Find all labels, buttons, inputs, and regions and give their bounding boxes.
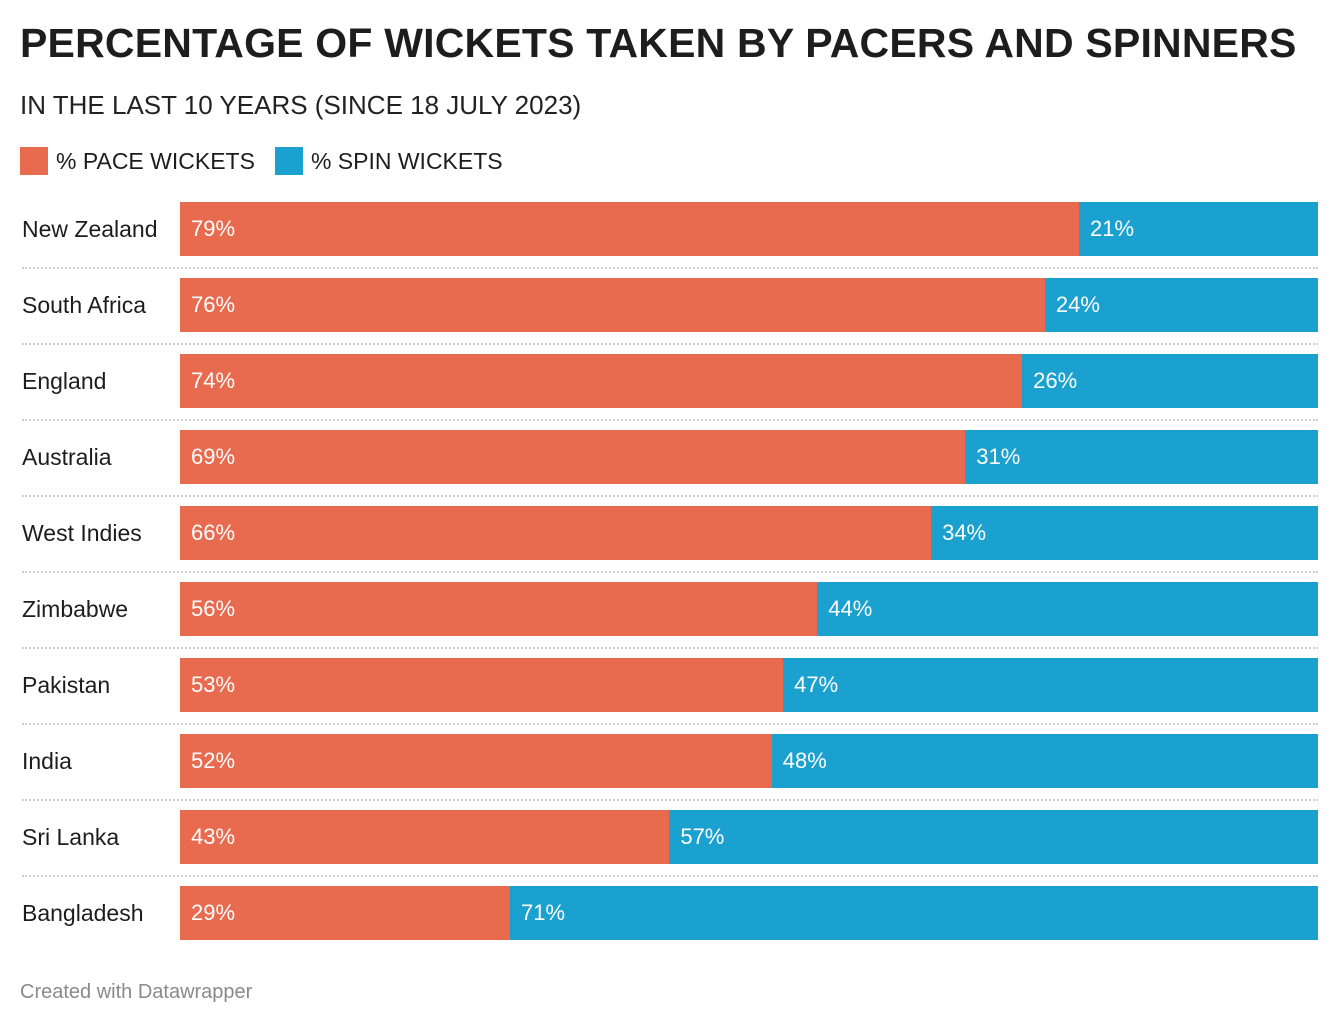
- bar-spin: [783, 658, 1318, 712]
- data-label-spin: 21%: [1090, 216, 1135, 241]
- bar-spin: [1022, 354, 1318, 408]
- legend-swatch-spin: [274, 147, 303, 175]
- legend-label-pace: % PACE WICKETS: [56, 147, 255, 174]
- chart-title: PERCENTAGE OF WICKETS TAKEN BY PACERS AN…: [20, 20, 1297, 66]
- bar-spin: [1044, 278, 1318, 332]
- category-label: West Indies: [22, 520, 142, 546]
- data-label-spin: 71%: [521, 900, 566, 925]
- bar-spin: [771, 734, 1318, 788]
- bar-pace: [180, 658, 784, 712]
- row-divider: [22, 875, 1318, 877]
- bar-spin: [669, 810, 1318, 864]
- row-divider: [22, 799, 1318, 801]
- category-label: India: [22, 748, 72, 774]
- data-label-spin: 34%: [942, 520, 987, 545]
- bar-pace: [180, 886, 511, 940]
- bar-spin: [817, 582, 1318, 636]
- data-label-pace: 76%: [191, 292, 236, 317]
- category-label: Zimbabwe: [22, 596, 129, 622]
- chart-subtitle: IN THE LAST 10 YEARS (SINCE 18 JULY 2023…: [20, 90, 582, 120]
- row-divider: [22, 267, 1318, 269]
- data-label-pace: 66%: [191, 520, 236, 545]
- data-label-pace: 43%: [191, 824, 236, 849]
- legend-item-pace: % PACE WICKETS: [20, 147, 255, 175]
- bar-pace: [180, 810, 670, 864]
- data-label-pace: 53%: [191, 672, 236, 697]
- data-label-spin: 31%: [976, 444, 1021, 469]
- legend-swatch-pace: [20, 147, 48, 175]
- row-divider: [22, 723, 1318, 725]
- category-label: Sri Lanka: [22, 824, 120, 850]
- category-label: South Africa: [22, 292, 147, 318]
- legend: % PACE WICKETS % SPIN WICKETS: [20, 147, 523, 175]
- data-label-spin: 47%: [794, 672, 839, 697]
- bar-spin: [965, 430, 1318, 484]
- row-divider: [22, 419, 1318, 421]
- category-label: Australia: [22, 444, 112, 470]
- bar-pace: [180, 734, 772, 788]
- footer-credit: Created with Datawrapper: [20, 981, 253, 1003]
- data-label-spin: 57%: [680, 824, 725, 849]
- bar-pace: [180, 278, 1045, 332]
- data-label-pace: 69%: [191, 444, 236, 469]
- data-label-pace: 29%: [191, 900, 236, 925]
- bar-pace: [180, 354, 1023, 408]
- data-label-spin: 48%: [782, 748, 827, 773]
- data-label-pace: 74%: [191, 368, 236, 393]
- bar-spin: [1079, 202, 1318, 256]
- legend-label-spin: % SPIN WICKETS: [310, 147, 503, 174]
- row-divider: [22, 343, 1318, 345]
- row-divider: [22, 647, 1318, 649]
- category-label: Pakistan: [22, 672, 111, 698]
- data-label-pace: 52%: [191, 748, 236, 773]
- row-divider: [22, 495, 1318, 497]
- bar-pace: [180, 582, 818, 636]
- bar-pace: [180, 506, 932, 560]
- row-divider: [22, 571, 1318, 573]
- category-label: England: [22, 368, 107, 394]
- data-label-pace: 79%: [191, 216, 236, 241]
- category-label: New Zealand: [22, 216, 158, 242]
- bar-pace: [180, 202, 1080, 256]
- data-label-spin: 24%: [1055, 292, 1100, 317]
- data-label-spin: 26%: [1033, 368, 1078, 393]
- legend-item-spin: % SPIN WICKETS: [274, 147, 503, 175]
- data-label-pace: 56%: [191, 596, 236, 621]
- data-label-spin: 44%: [828, 596, 873, 621]
- bar-pace: [180, 430, 966, 484]
- category-label: Bangladesh: [22, 900, 144, 926]
- bar-spin: [510, 886, 1318, 940]
- bar-spin: [931, 506, 1318, 560]
